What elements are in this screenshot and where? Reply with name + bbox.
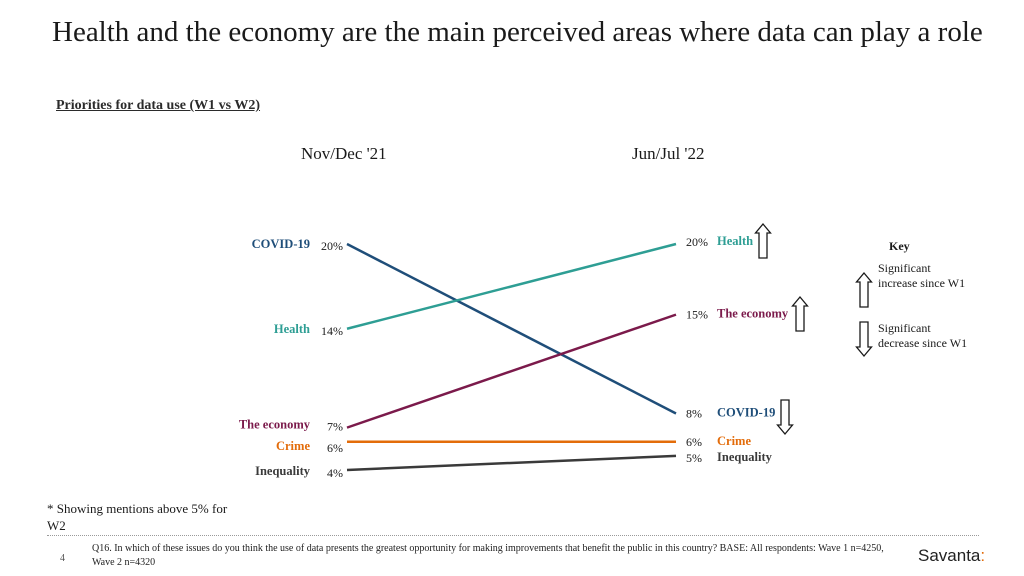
right-value-inequality: 5% (686, 451, 702, 465)
series-line-inequality (346, 454, 677, 472)
column-header-w1: Nov/Dec '21 (301, 144, 387, 163)
key-decrease-label: Significant decrease since W1 (878, 321, 968, 350)
left-label-health: Health (274, 322, 310, 336)
left-value-covid-19: 20% (321, 239, 343, 253)
logo-text: Savanta (918, 546, 981, 565)
right-value-covid-19: 8% (686, 407, 702, 421)
series-line-the-economy (346, 313, 677, 429)
series-line-health (346, 242, 677, 330)
key-decrease-arrow-icon (855, 321, 873, 358)
covid-decrease-arrow-icon (776, 399, 794, 436)
right-value-the-economy: 15% (686, 308, 708, 322)
series-line-covid-19 (346, 242, 677, 415)
savanta-logo: Savanta: (918, 546, 985, 566)
question-footnote: Q16. In which of these issues do you thi… (92, 543, 884, 568)
right-label-crime: Crime (717, 434, 751, 448)
key-increase-label: Significant increase since W1 (878, 261, 966, 290)
page-number: 4 (60, 553, 65, 564)
column-header-w2: Jun/Jul '22 (632, 144, 705, 163)
left-label-the-economy: The economy (239, 418, 311, 432)
chart-subtitle: Priorities for data use (W1 vs W2) (56, 98, 261, 113)
mentions-note: * Showing mentions above 5% for W2 (47, 501, 228, 533)
left-value-crime: 6% (327, 441, 343, 455)
right-label-covid-19: COVID-19 (717, 406, 775, 420)
right-label-health: Health (717, 234, 753, 248)
left-label-inequality: Inequality (255, 464, 311, 478)
page-title: Health and the economy are the main perc… (52, 16, 983, 48)
key-title: Key (889, 239, 910, 253)
economy-increase-arrow-icon (791, 295, 809, 332)
left-label-covid-19: COVID-19 (252, 237, 310, 251)
health-increase-arrow-icon (754, 222, 772, 259)
right-label-the-economy: The economy (717, 307, 789, 321)
left-label-crime: Crime (276, 439, 310, 453)
logo-mark: : (980, 546, 986, 565)
left-value-health: 14% (321, 324, 343, 338)
right-value-health: 20% (686, 235, 708, 249)
right-label-inequality: Inequality (717, 450, 773, 464)
right-value-crime: 6% (686, 435, 702, 449)
footer-divider (47, 535, 979, 536)
left-value-the-economy: 7% (327, 420, 343, 434)
left-value-inequality: 4% (327, 466, 343, 480)
key-increase-arrow-icon (855, 271, 873, 308)
